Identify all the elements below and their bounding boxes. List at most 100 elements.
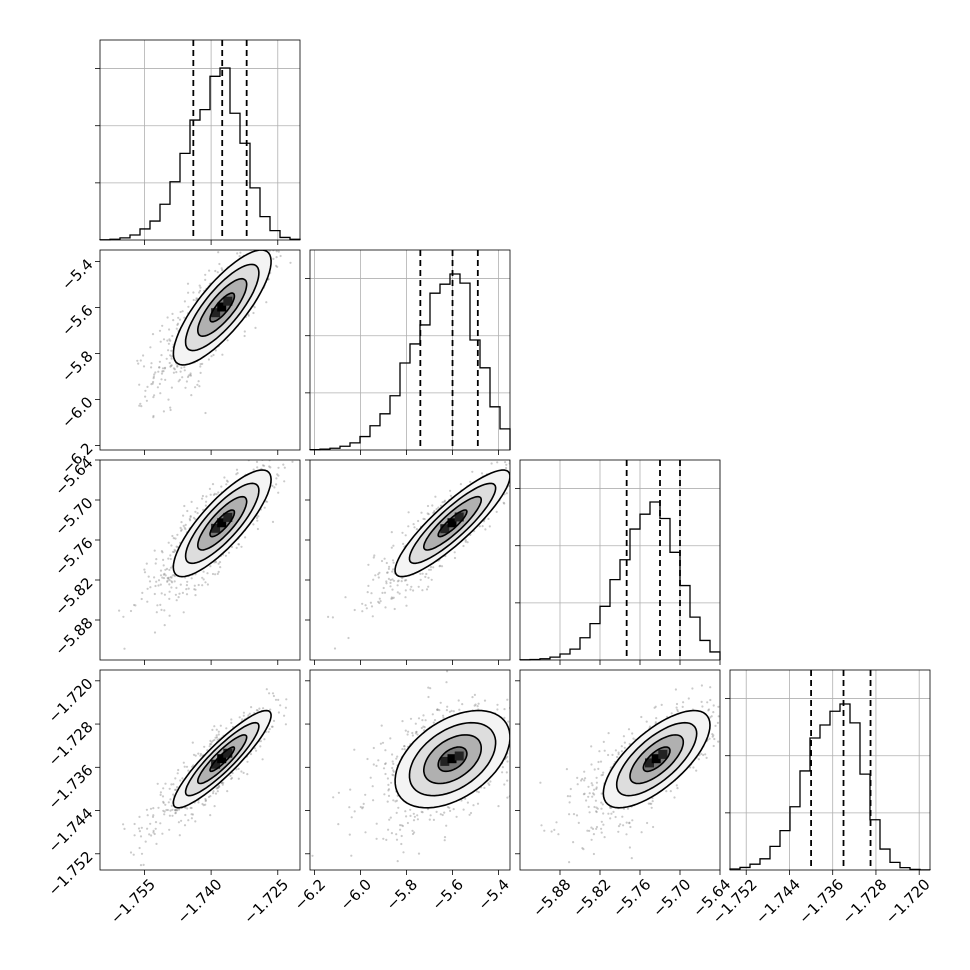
sample-point: [170, 452, 172, 454]
sample-point: [152, 814, 155, 817]
sample-point: [152, 807, 155, 810]
sample-point: [413, 526, 416, 529]
contour-line-3: [394, 709, 510, 809]
sample-point: [168, 568, 171, 572]
sample-point: [277, 250, 280, 253]
sample-point: [436, 708, 439, 711]
sample-point: [180, 528, 183, 531]
sample-point: [166, 579, 169, 582]
sample-point: [387, 577, 390, 581]
panel-frame-3-0: [99, 669, 301, 871]
sample-point: [449, 494, 452, 497]
sample-point: [429, 565, 433, 569]
sample-point: [427, 576, 430, 579]
sample-point: [214, 736, 217, 739]
sample-point: [403, 745, 406, 748]
sample-point: [391, 559, 395, 562]
sample-point: [712, 711, 715, 714]
contour-line-3: [172, 250, 272, 366]
sample-point: [122, 823, 125, 826]
sample-point: [174, 777, 177, 780]
sample-point: [405, 815, 408, 818]
sample-point: [505, 771, 508, 774]
sample-point: [204, 273, 207, 276]
density-peak-cell: [440, 524, 450, 534]
sample-point: [399, 828, 402, 831]
sample-point: [522, 474, 524, 476]
sample-point: [409, 717, 413, 720]
sample-point: [204, 797, 207, 801]
sample-point: [168, 361, 171, 365]
sample-point: [235, 768, 238, 771]
sample-point: [271, 520, 275, 524]
sample-point: [154, 821, 158, 824]
sample-point: [155, 842, 158, 846]
sample-point: [378, 571, 381, 574]
sample-point: [452, 710, 455, 713]
sample-point: [207, 358, 210, 361]
sample-point: [247, 314, 250, 317]
sample-point: [443, 500, 446, 503]
sample-point: [462, 808, 465, 811]
sample-point: [394, 800, 397, 803]
sample-point: [273, 486, 276, 489]
sample-point: [411, 734, 414, 737]
sample-point: [430, 578, 433, 581]
sample-point: [250, 706, 253, 709]
sample-point: [190, 806, 193, 810]
sample-point: [162, 800, 165, 803]
sample-point: [711, 735, 714, 738]
sample-point: [206, 572, 209, 575]
sample-point: [438, 709, 441, 712]
sample-point: [164, 366, 167, 369]
sample-point: [391, 760, 394, 763]
sample-point: [217, 562, 220, 565]
sample-point: [170, 783, 173, 786]
sample-point: [457, 699, 460, 702]
sample-point: [118, 609, 121, 612]
sample-point: [199, 754, 202, 757]
sample-point: [157, 370, 160, 373]
sample-point: [168, 579, 171, 582]
histogram-panel-2: [515, 459, 721, 665]
sample-point: [192, 764, 195, 767]
sample-point: [258, 707, 261, 710]
sample-point: [375, 837, 378, 840]
sample-point: [405, 604, 408, 607]
sample-point: [179, 583, 182, 586]
sample-point: [220, 267, 223, 270]
sample-point: [593, 768, 596, 771]
sample-point: [164, 803, 167, 806]
sample-point: [543, 829, 546, 832]
sample-point: [502, 501, 505, 504]
sample-point: [173, 788, 177, 792]
sample-point: [179, 370, 182, 373]
sample-point: [162, 338, 166, 341]
sample-point: [592, 852, 596, 856]
sample-point: [385, 580, 388, 583]
sample-point: [149, 586, 152, 589]
sample-point: [169, 365, 172, 368]
sample-point: [585, 799, 588, 802]
sample-point: [503, 502, 506, 505]
sample-point: [162, 809, 165, 812]
sample-point: [153, 631, 157, 634]
sample-point: [337, 791, 340, 794]
sample-point: [402, 851, 405, 854]
sample-point: [172, 793, 175, 796]
sample-point: [277, 466, 280, 469]
sample-point: [267, 278, 270, 281]
density-peak-cell: [223, 296, 233, 306]
sample-point: [226, 480, 229, 483]
sample-point: [225, 479, 229, 482]
sample-point: [389, 737, 392, 740]
sample-point: [414, 732, 417, 735]
contour-line-3: [172, 709, 272, 809]
sample-point: [174, 811, 177, 814]
sample-point: [139, 864, 143, 867]
sample-point: [170, 580, 173, 583]
sample-point: [427, 695, 430, 699]
sample-point: [253, 747, 256, 750]
sample-point: [145, 562, 148, 565]
sample-point: [487, 782, 490, 785]
